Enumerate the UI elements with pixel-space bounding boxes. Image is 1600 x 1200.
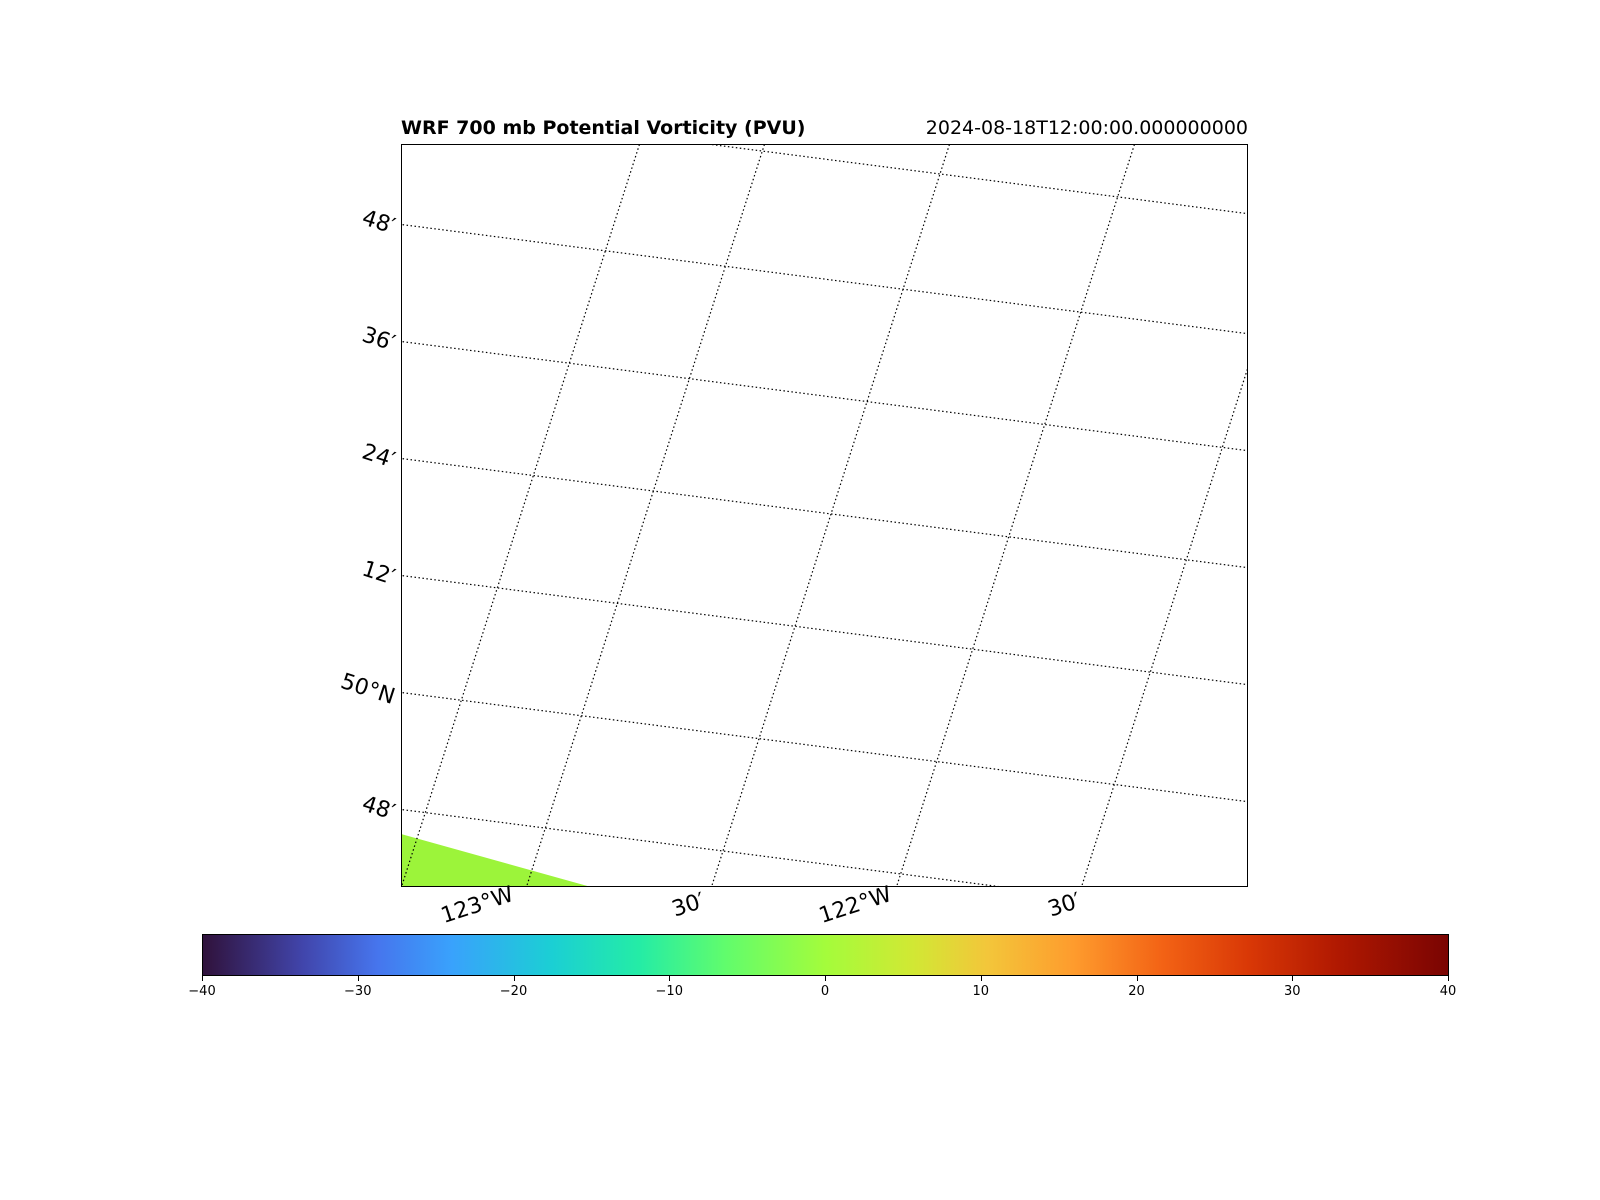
lat-label: 12′ [358, 556, 399, 591]
map-border [401, 144, 1248, 887]
latitude-gridline [702, 144, 1248, 215]
colorbar-tick-label: 0 [820, 984, 830, 999]
map-panel [401, 144, 1248, 887]
colorbar-tick-label: 10 [972, 984, 990, 999]
colorbar-tick [980, 976, 982, 981]
colorbar-tick-label: 20 [1128, 984, 1145, 999]
lon-label: 30′ [668, 888, 709, 923]
colorbar-tick-label: −20 [499, 984, 528, 999]
colorbar-tick-label: −40 [188, 984, 216, 999]
longitude-gridline [710, 144, 951, 887]
latitude-gridline [401, 574, 1248, 686]
colorbar-tick [1136, 976, 1138, 981]
colorbar-tick-label: 40 [1439, 984, 1457, 999]
colorbar-tick [1292, 976, 1294, 981]
colorbar-tick [202, 976, 203, 981]
lat-label: 24′ [358, 439, 399, 474]
longitude-gridline [1080, 365, 1248, 887]
map-title: WRF 700 mb Potential Vorticity (PVU) [401, 117, 806, 139]
colorbar-tick-label: −30 [344, 984, 372, 999]
lat-label: 48′ [358, 791, 399, 826]
colorbar-tick [669, 976, 671, 981]
colorbar-tick-label: 30 [1283, 984, 1301, 999]
longitude-gridline [401, 144, 641, 887]
latitude-gridline [401, 223, 1248, 335]
lon-label: 122°W [815, 882, 895, 929]
longitude-gridline [525, 144, 766, 887]
latitude-gridline [401, 457, 1248, 569]
lat-label: 36′ [358, 322, 399, 357]
colorbar-tick [825, 976, 826, 981]
lat-label: 50°N [337, 669, 398, 710]
latitude-gridline [401, 691, 1248, 803]
lon-label: 123°W [437, 882, 517, 929]
colorbar [202, 934, 1449, 976]
colorbar-tick [1448, 976, 1449, 981]
valid-time: 2024-08-18T12:00:00.000000000 [925, 117, 1248, 139]
colorbar-tick [513, 976, 515, 981]
colorbar-tick [357, 976, 359, 981]
colorbar-tick-label: −10 [655, 984, 683, 999]
map-canvas [401, 144, 1248, 887]
longitude-gridline [895, 144, 1136, 887]
pv-fill-region [401, 834, 591, 887]
latitude-gridline [401, 340, 1248, 452]
lat-label: 48′ [358, 205, 399, 240]
lon-label: 30′ [1044, 888, 1085, 923]
